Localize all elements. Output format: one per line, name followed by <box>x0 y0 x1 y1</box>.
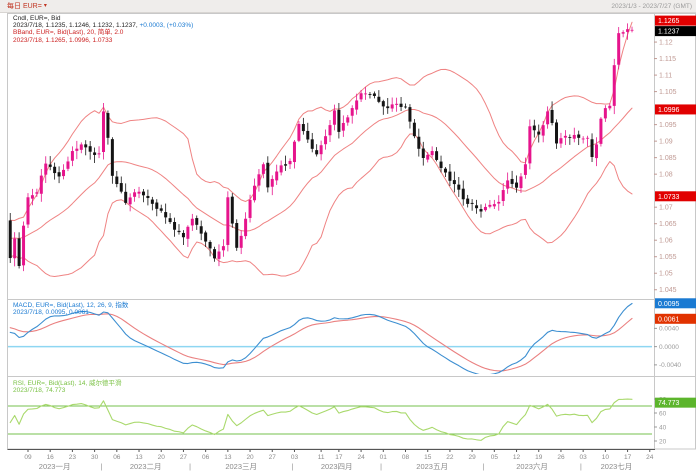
svg-text:01: 01 <box>380 454 388 461</box>
svg-text:1.1265: 1.1265 <box>658 18 680 25</box>
svg-text:1.0733: 1.0733 <box>658 194 680 201</box>
svg-text:2023六月: 2023六月 <box>516 461 548 471</box>
svg-text:26: 26 <box>557 454 565 461</box>
svg-text:08: 08 <box>402 454 410 461</box>
svg-text:1.115: 1.115 <box>659 56 676 63</box>
svg-text:1.06: 1.06 <box>659 238 673 245</box>
svg-text:60: 60 <box>659 410 667 417</box>
svg-text:1.05: 1.05 <box>659 271 673 278</box>
rsi-panel <box>8 398 652 441</box>
panel-frames <box>7 13 696 450</box>
macd-axis: 0.0040 0.0000 -0.0040 <box>654 326 681 369</box>
svg-text:10: 10 <box>602 454 610 461</box>
svg-text:15: 15 <box>424 454 432 461</box>
svg-text:12: 12 <box>513 454 521 461</box>
interval-symbol-tab[interactable]: 每日 EUR= ▾ <box>0 1 47 11</box>
svg-text:30: 30 <box>91 454 99 461</box>
svg-text:|: | <box>189 464 191 471</box>
svg-text:16: 16 <box>47 454 55 461</box>
rsi-axis-badges: 74.773 <box>655 397 696 408</box>
svg-text:23: 23 <box>69 454 77 461</box>
svg-text:1.07: 1.07 <box>659 204 673 211</box>
svg-text:06: 06 <box>202 454 210 461</box>
svg-text:20: 20 <box>158 454 166 461</box>
svg-text:2023七月: 2023七月 <box>601 462 633 471</box>
svg-text:74.773: 74.773 <box>658 400 680 407</box>
svg-text:20: 20 <box>246 454 254 461</box>
svg-text:2023四月: 2023四月 <box>321 462 353 471</box>
svg-text:|: | <box>291 464 293 471</box>
svg-text:24: 24 <box>357 454 365 461</box>
svg-text:1.11: 1.11 <box>659 72 672 79</box>
chevron-down-icon: ▾ <box>43 3 47 9</box>
svg-text:0.0061: 0.0061 <box>658 316 680 323</box>
svg-text:|: | <box>482 464 484 471</box>
svg-text:27: 27 <box>180 454 188 461</box>
svg-text:1.0996: 1.0996 <box>658 107 680 114</box>
svg-text:06: 06 <box>113 454 121 461</box>
svg-text:1.095: 1.095 <box>659 122 677 129</box>
svg-text:0.0095: 0.0095 <box>658 301 680 308</box>
tab-label: 每日 EUR= <box>7 3 42 10</box>
svg-text:1.055: 1.055 <box>659 254 677 261</box>
svg-text:24: 24 <box>646 454 654 461</box>
svg-text:2023二月: 2023二月 <box>130 462 162 471</box>
svg-text:09: 09 <box>24 454 32 461</box>
svg-text:1.12: 1.12 <box>659 39 673 46</box>
svg-text:2023一月: 2023一月 <box>39 462 71 471</box>
svg-text:1.09: 1.09 <box>659 138 673 145</box>
svg-text:1.065: 1.065 <box>659 221 677 228</box>
chart-date-range: 2023/1/3 - 2023/7/27 (GMT) <box>611 2 692 10</box>
app-toolbar: 每日 EUR= ▾ 2023/1/3 - 2023/7/27 (GMT) <box>0 0 696 13</box>
svg-text:|: | <box>380 464 382 471</box>
svg-text:2023三月: 2023三月 <box>225 462 257 471</box>
svg-text:03: 03 <box>291 454 299 461</box>
svg-text:|: | <box>100 464 102 471</box>
svg-text:29: 29 <box>469 454 477 461</box>
svg-text:1.08: 1.08 <box>659 171 673 178</box>
svg-text:11: 11 <box>318 454 325 461</box>
svg-text:27: 27 <box>269 454 277 461</box>
date-axis: 09 16 23 30 06 13 20 27 06 13 20 27 03 11 17 24 01 08 15 22… <box>24 449 654 471</box>
svg-text:20: 20 <box>659 438 667 445</box>
svg-text:1.085: 1.085 <box>659 155 677 162</box>
price-axis: 1.12 1.115 1.11 1.105 1.095 1.09 1.085 1.08 1.07… <box>654 39 677 294</box>
svg-text:0.0000: 0.0000 <box>659 344 679 351</box>
svg-text:2023五月: 2023五月 <box>416 462 448 471</box>
macd-axis-badges: 0.0095 0.0061 <box>655 298 696 324</box>
svg-text:13: 13 <box>224 454 232 461</box>
macd-panel <box>8 302 652 374</box>
price-axis-badges: 1.1265 1.1237 1.0996 1.0733 <box>655 15 696 202</box>
svg-text:03: 03 <box>580 454 588 461</box>
svg-text:22: 22 <box>446 454 454 461</box>
svg-text:0.0040: 0.0040 <box>659 326 679 333</box>
svg-text:40: 40 <box>659 424 667 431</box>
svg-text:|: | <box>580 464 582 471</box>
candles-layer <box>8 23 634 272</box>
svg-text:1.045: 1.045 <box>659 287 677 294</box>
svg-text:17: 17 <box>335 454 343 461</box>
svg-text:05: 05 <box>491 454 499 461</box>
svg-text:19: 19 <box>535 454 543 461</box>
svg-text:1.1237: 1.1237 <box>658 29 680 36</box>
svg-text:13: 13 <box>135 454 143 461</box>
svg-text:-0.0040: -0.0040 <box>659 362 681 369</box>
svg-text:1.105: 1.105 <box>659 89 677 96</box>
svg-text:17: 17 <box>624 454 632 461</box>
